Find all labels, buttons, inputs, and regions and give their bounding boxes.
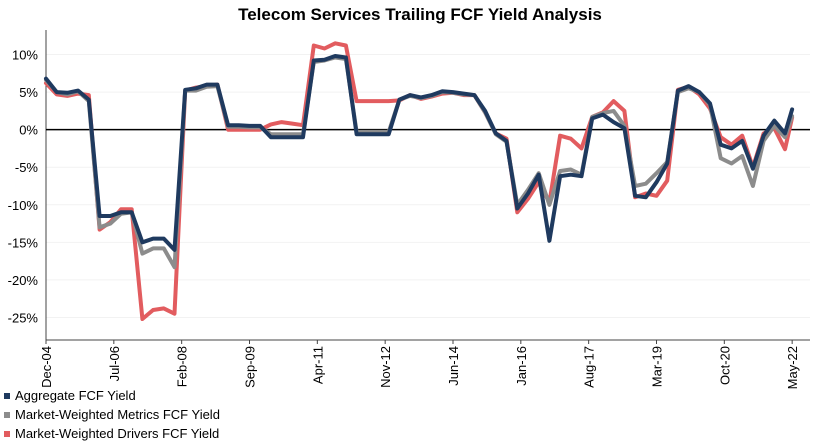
chart-title: Telecom Services Trailing FCF Yield Anal… bbox=[238, 5, 602, 24]
tick-labels: 10% 5% 0% -5% -10% -15% -20% -25% Dec-04 Jul-06 Fe… bbox=[8, 48, 801, 390]
axes bbox=[45, 30, 810, 344]
legend-item-drivers: Market-Weighted Drivers FCF Yield bbox=[4, 424, 220, 443]
x-tick-label: Apr-11 bbox=[310, 346, 325, 384]
legend-label-drivers: Market-Weighted Drivers FCF Yield bbox=[15, 426, 220, 441]
y-tick-label: -25% bbox=[8, 310, 39, 325]
y-tick-label: 10% bbox=[12, 48, 38, 63]
legend-item-aggregate: Aggregate FCF Yield bbox=[4, 386, 220, 405]
legend-item-metrics: Market-Weighted Metrics FCF Yield bbox=[4, 405, 220, 424]
y-tick-label: 0% bbox=[19, 123, 38, 138]
y-tick-label: -10% bbox=[8, 198, 39, 213]
legend-swatch-drivers bbox=[4, 430, 10, 437]
legend-swatch-aggregate bbox=[4, 392, 10, 399]
y-tick-label: 5% bbox=[19, 85, 38, 100]
x-tick-label: Mar-19 bbox=[649, 346, 664, 387]
x-tick-label: Jul-06 bbox=[107, 346, 122, 381]
x-tick-label: Aug-17 bbox=[582, 346, 597, 388]
series-line-2 bbox=[44, 41, 795, 321]
chart-legend: Aggregate FCF Yield Market-Weighted Metr… bbox=[4, 386, 220, 443]
x-tick-label: Nov-12 bbox=[378, 346, 393, 388]
y-tick-label: -20% bbox=[8, 273, 39, 288]
legend-label-aggregate: Aggregate FCF Yield bbox=[15, 388, 136, 403]
series-line-0 bbox=[44, 54, 795, 252]
y-tick-label: -5% bbox=[15, 160, 39, 175]
x-tick-label: Oct-20 bbox=[717, 346, 732, 385]
legend-swatch-metrics bbox=[4, 411, 10, 418]
x-tick-label: Jun-14 bbox=[446, 346, 461, 386]
x-tick-label: Sep-09 bbox=[242, 346, 257, 388]
series-lines bbox=[44, 41, 795, 321]
legend-label-metrics: Market-Weighted Metrics FCF Yield bbox=[15, 407, 220, 422]
x-tick-label: Dec-04 bbox=[39, 346, 54, 388]
x-tick-label: May-22 bbox=[785, 346, 800, 389]
x-tick-label: Feb-08 bbox=[175, 346, 190, 387]
x-tick-label: Jan-16 bbox=[514, 346, 529, 386]
y-tick-label: -15% bbox=[8, 235, 39, 250]
